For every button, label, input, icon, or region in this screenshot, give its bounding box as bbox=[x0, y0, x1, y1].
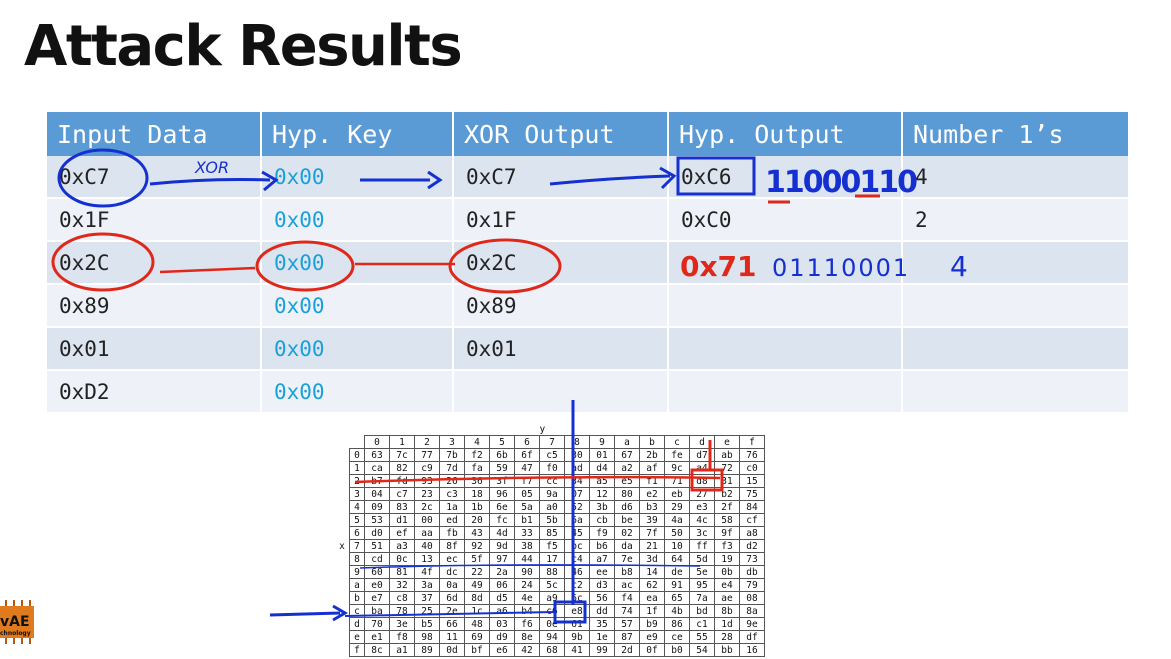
sbox-cell: 99 bbox=[589, 643, 615, 657]
table-row: 0xD2 0x00 bbox=[47, 370, 1130, 414]
cell-hyp-output bbox=[668, 327, 903, 371]
sbox-row: 3 04 c7 23 c3 18 96 05 9a 07 12 80 e2 eb 27 b2 75 bbox=[335, 487, 765, 501]
cell-input: 0x89 bbox=[47, 284, 262, 328]
cell-input: 0xC7 bbox=[47, 156, 262, 199]
blue-circle-input bbox=[57, 148, 149, 208]
handwritten-bits-row1: 11000110 bbox=[765, 165, 917, 200]
blue-arrow-3 bbox=[549, 174, 671, 186]
red-arrow-1 bbox=[159, 266, 256, 274]
slide-title: Attack Results bbox=[24, 14, 463, 79]
cell-hyp-output bbox=[668, 370, 903, 414]
sbox-row: 1 ca 82 c9 7d fa 59 47 f0 ad d4 a2 af 9c a4 72 c0 bbox=[335, 461, 765, 475]
sbox-row: x 7 51 a3 40 8f 92 9d 38 f5 bc b6 da 21 10 ff f3 d2 bbox=[335, 539, 765, 553]
header-input-data: Input Data bbox=[47, 112, 262, 156]
sbox-cell: 16 bbox=[739, 643, 765, 657]
logo-subtext: chnology bbox=[0, 630, 31, 637]
logo-text: vAE bbox=[0, 614, 30, 630]
cell-key: 0x00 bbox=[261, 198, 454, 242]
sbox-row: 4 09 83 2c 1a 1b 6e 5a a0 52 3b d6 b3 29 e3 2f 84 bbox=[335, 500, 765, 514]
sbox-cell: 68 bbox=[539, 643, 565, 657]
sbox-row: b e7 c8 37 6d 8d d5 4e a9 6c 56 f4 ea 65 7a ae 08 bbox=[335, 591, 765, 605]
blue-row-line bbox=[344, 611, 556, 617]
cell-ones bbox=[902, 327, 1130, 371]
sbox-cell: bb bbox=[714, 643, 740, 657]
red-circle-xor bbox=[448, 238, 562, 294]
sbox-cell: 42 bbox=[514, 643, 540, 657]
cell-hyp-output bbox=[668, 284, 903, 328]
sbox-row: c ba 78 25 2e 1c a6 b4 c6 e8 dd 74 1f 4b bd 8b 8a bbox=[335, 604, 765, 618]
cell-key: 0x00 bbox=[261, 284, 454, 328]
blue-arrowhead bbox=[261, 170, 279, 192]
red-underline bbox=[768, 194, 880, 204]
handwritten-xor-label: XOR bbox=[194, 158, 229, 177]
sbox-row: 5 53 d1 00 ed 20 fc b1 5b 6a cb be 39 4a 4c 58 cf bbox=[335, 513, 765, 527]
sbox-cell: 54 bbox=[689, 643, 715, 657]
table-row: 0x89 0x00 0x89 bbox=[47, 284, 1130, 328]
blue-horizontal-arrow bbox=[269, 611, 341, 617]
cell-input: 0xD2 bbox=[47, 370, 262, 414]
cell-ones bbox=[902, 370, 1130, 414]
sbox-row: 0 63 7c 77 7b f2 6b 6f c5 30 01 67 2b fe d7 ab 76 bbox=[335, 448, 765, 462]
cell-ones bbox=[902, 284, 1130, 328]
header-xor-output: XOR Output bbox=[453, 112, 669, 156]
sbox-row: 8 cd 0c 13 ec 5f 97 44 17 c4 a7 7e 3d 64 5d 19 73 bbox=[335, 552, 765, 566]
blue-arrowhead bbox=[332, 604, 348, 622]
sbox-x-label: x bbox=[339, 540, 345, 552]
logo-chip-icon bbox=[0, 606, 34, 638]
cell-input: 0x01 bbox=[47, 327, 262, 371]
cell-key: 0x00 bbox=[261, 156, 454, 199]
university-logo: vAE chnology bbox=[0, 600, 40, 644]
blue-box-sbox-c6 bbox=[553, 600, 587, 624]
red-circle-input bbox=[51, 232, 155, 292]
cell-key: 0x00 bbox=[261, 370, 454, 414]
cell-ones: 2 bbox=[902, 198, 1130, 242]
sbox-cell: a1 bbox=[389, 643, 415, 657]
blue-thin-line bbox=[359, 564, 701, 569]
sbox-row: e e1 f8 98 11 69 d9 8e 94 9b 1e 87 e9 ce 55 28 df bbox=[335, 630, 765, 644]
handwritten-hyp-row3: 0x71 bbox=[680, 250, 757, 283]
cell-ones: 4 bbox=[902, 156, 1130, 199]
sbox-cell: e6 bbox=[489, 643, 515, 657]
cell-xor: 0xC7 bbox=[453, 156, 669, 199]
cell-hyp-output: 0xC0 bbox=[668, 198, 903, 242]
sbox-cell: 0d bbox=[439, 643, 465, 657]
header-hyp-output: Hyp. Output bbox=[668, 112, 903, 156]
attack-results-table: Input Data Hyp. Key XOR Output Hyp. Outp… bbox=[47, 112, 1130, 414]
red-row-line bbox=[354, 475, 721, 484]
header-number-ones: Number 1’s bbox=[902, 112, 1130, 156]
cell-xor bbox=[453, 370, 669, 414]
blue-arrowhead bbox=[659, 166, 677, 190]
table-header-row: Input Data Hyp. Key XOR Output Hyp. Outp… bbox=[47, 112, 1130, 156]
cell-hyp-output: 0xC6 bbox=[668, 156, 903, 199]
cell-input: 0x1F bbox=[47, 198, 262, 242]
sbox-row: f 8c a1 89 0d bf e6 42 68 41 99 2d 0f b0 54 bb 16 bbox=[335, 643, 765, 657]
cell-hyp-output bbox=[668, 241, 903, 285]
sbox-cell: bf bbox=[464, 643, 490, 657]
sbox-y-label-row: y bbox=[335, 423, 765, 436]
blue-box-hyp-output bbox=[676, 156, 756, 196]
blue-arrow-xor bbox=[149, 178, 271, 186]
sbox-y-label: y bbox=[539, 423, 546, 435]
table-row: 0x1F 0x00 0x1F 0xC0 2 bbox=[47, 198, 1130, 242]
handwritten-bits-row3: 01110001 bbox=[772, 254, 910, 282]
cell-xor: 0x01 bbox=[453, 327, 669, 371]
handwritten-count-row3: 4 bbox=[950, 250, 968, 283]
sbox-cell: df bbox=[739, 630, 765, 644]
red-box-sbox-71 bbox=[690, 468, 724, 492]
table-row: 0x2C 0x00 0x2C bbox=[47, 241, 1130, 285]
cell-xor: 0x1F bbox=[453, 198, 669, 242]
blue-arrowhead bbox=[427, 170, 443, 190]
table-row: 0x01 0x00 0x01 bbox=[47, 327, 1130, 371]
cell-key: 0x00 bbox=[261, 327, 454, 371]
table-row: 0xC7 0x00 0xC7 0xC6 4 bbox=[47, 156, 1130, 199]
cell-ones bbox=[902, 241, 1130, 285]
red-circle-key bbox=[255, 240, 355, 292]
header-hyp-key: Hyp. Key bbox=[261, 112, 454, 156]
